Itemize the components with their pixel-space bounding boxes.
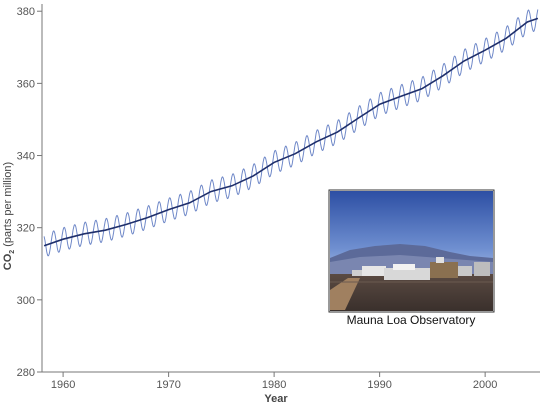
y-axis-title: CO2 (parts per million) — [2, 162, 16, 270]
inset-photo-box: Mauna Loa Observatory — [328, 189, 495, 327]
monthly-co2-line — [43, 9, 539, 257]
y-tick-label-380: 380 — [17, 6, 35, 18]
y-tick-label-360: 360 — [17, 78, 35, 90]
x-tick-label-1960: 1960 — [51, 379, 75, 391]
y-ticks: 280 300 320 340 360 380 — [17, 6, 42, 379]
y-axis-title-subscript: 2 — [9, 250, 16, 254]
x-ticks: 1960 1970 1980 1990 2000 — [51, 372, 497, 391]
observatory-photo — [330, 191, 493, 311]
y-axis-title-prefix: CO — [2, 253, 14, 270]
y-tick-label-300: 300 — [17, 295, 35, 307]
trend-co2-line — [43, 17, 539, 247]
x-tick-label-1980: 1980 — [262, 379, 286, 391]
y-tick-label-340: 340 — [17, 151, 35, 163]
x-axis-title: Year — [264, 393, 288, 404]
y-tick-label-280: 280 — [17, 367, 35, 379]
axes — [41, 4, 540, 373]
x-tick-label-2000: 2000 — [473, 379, 497, 391]
y-axis-title-suffix: (parts per million) — [2, 162, 14, 250]
x-tick-label-1990: 1990 — [367, 379, 391, 391]
y-tick-label-320: 320 — [17, 223, 35, 235]
inset-caption: Mauna Loa Observatory — [347, 313, 476, 327]
x-tick-label-1970: 1970 — [156, 379, 180, 391]
